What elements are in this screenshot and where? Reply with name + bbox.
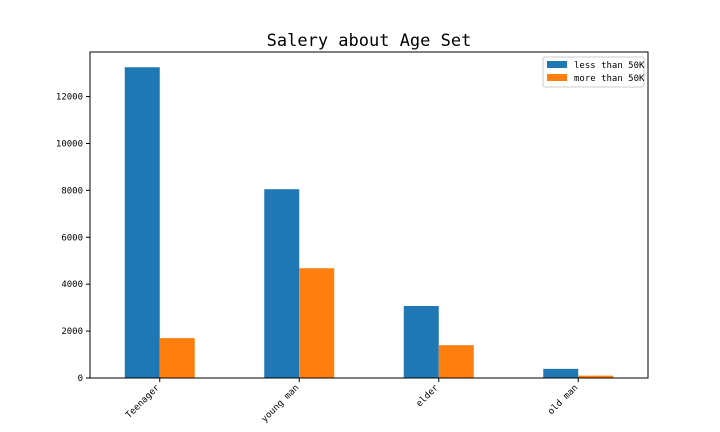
legend: less than 50K more than 50K: [542, 56, 645, 88]
y-tick-label: 4000: [61, 280, 83, 290]
bar-more-than-50k-old-man: [578, 375, 614, 378]
bar-less-than-50k-young-man: [264, 189, 300, 378]
bar-less-than-50k-old-man: [543, 368, 579, 378]
legend-label: more than 50K: [574, 74, 645, 84]
bar-more-than-50k-elder: [438, 345, 474, 378]
plot-frame: [89, 51, 649, 379]
y-tick-label: 12000: [56, 93, 83, 103]
y-tick-label: 6000: [61, 233, 83, 243]
chart-title: Salery about Age Set: [267, 31, 472, 51]
legend-box: [542, 56, 645, 88]
y-axis: 0 2000 4000 6000 8000 10000 12000: [56, 93, 90, 384]
y-tick-label: 10000: [56, 139, 83, 149]
y-tick-label: 0: [78, 374, 83, 384]
y-tick-label: 2000: [61, 327, 83, 337]
x-tick-label: Teenager: [124, 383, 162, 421]
x-tick-label: old man: [546, 383, 580, 417]
x-tick-label: elder: [415, 383, 442, 410]
bar-less-than-50k-elder: [403, 305, 439, 378]
bars-group: [124, 67, 614, 379]
bar-less-than-50k-teenager: [124, 67, 160, 379]
x-axis: Teenager young man elder old man: [124, 378, 580, 425]
y-tick-label: 8000: [61, 186, 83, 196]
x-tick-label: young man: [260, 383, 302, 425]
bar-more-than-50k-teenager: [159, 338, 195, 378]
legend-swatch: [547, 61, 567, 68]
legend-swatch: [547, 74, 567, 81]
bar-more-than-50k-young-man: [299, 268, 335, 378]
legend-label: less than 50K: [574, 61, 645, 71]
